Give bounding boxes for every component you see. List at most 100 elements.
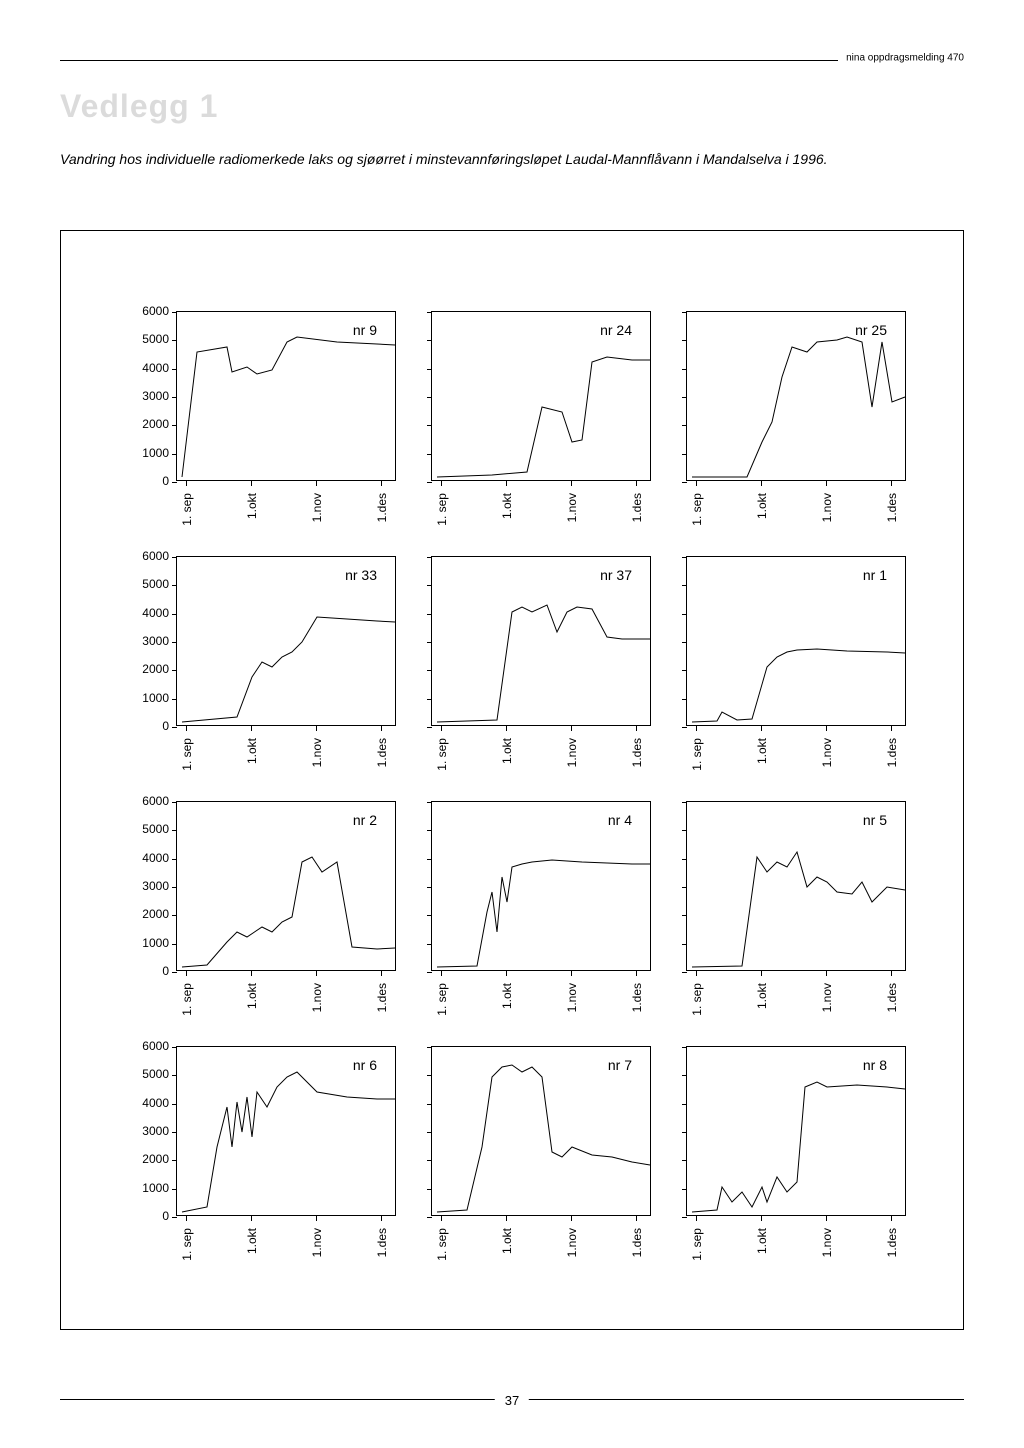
y-ticks: 0100020003000400050006000 <box>131 556 173 726</box>
x-ticks: 1. sep1.okt1.nov1.des <box>431 973 651 1023</box>
x-tick-label: 1.des <box>375 493 389 522</box>
y-tick-label: 4000 <box>142 361 169 375</box>
data-line <box>437 357 650 477</box>
data-line <box>692 1082 905 1212</box>
chart-box: nr 6 <box>176 1046 396 1216</box>
x-tick-label: 1. sep <box>435 1228 449 1261</box>
x-tick-label: 1.nov <box>820 493 834 522</box>
y-tick-label: 6000 <box>142 794 169 808</box>
x-tick-label: 1.okt <box>500 493 514 519</box>
chart-cell: nr 11. sep1.okt1.nov1.des <box>686 556 916 786</box>
x-ticks: 1. sep1.okt1.nov1.des <box>686 973 906 1023</box>
x-tick-label: 1. sep <box>690 983 704 1016</box>
x-tick-label: 1.des <box>630 1228 644 1257</box>
x-tick-label: 1.okt <box>245 738 259 764</box>
data-line <box>437 1065 650 1212</box>
appendix-title: Vedlegg 1 <box>60 88 218 125</box>
x-tick-label: 1. sep <box>690 1228 704 1261</box>
chart-grid: 0100020003000400050006000nr 91. sep1.okt… <box>176 311 916 1276</box>
x-ticks: 1. sep1.okt1.nov1.des <box>176 973 396 1023</box>
x-tick-label: 1.des <box>375 983 389 1012</box>
page-number: 37 <box>495 1393 529 1408</box>
chart-series-label: nr 7 <box>605 1057 635 1073</box>
x-tick-label: 1.nov <box>310 493 324 522</box>
y-tick-label: 3000 <box>142 1124 169 1138</box>
x-tick-label: 1.nov <box>820 983 834 1012</box>
y-ticks: 0100020003000400050006000 <box>131 1046 173 1216</box>
x-tick-label: 1.des <box>885 1228 899 1257</box>
x-tick-label: 1.nov <box>820 738 834 767</box>
x-tick-label: 1.des <box>885 493 899 522</box>
y-tick-label: 5000 <box>142 332 169 346</box>
x-tick-label: 1.okt <box>245 1228 259 1254</box>
chart-series-label: nr 6 <box>350 1057 380 1073</box>
x-tick-label: 1. sep <box>690 493 704 526</box>
x-tick-label: 1.des <box>630 738 644 767</box>
chart-box: nr 9 <box>176 311 396 481</box>
y-tick-label: 4000 <box>142 1096 169 1110</box>
chart-cell: 0100020003000400050006000nr 21. sep1.okt… <box>176 801 406 1031</box>
chart-box: nr 7 <box>431 1046 651 1216</box>
x-tick-label: 1.nov <box>565 493 579 522</box>
chart-cell: nr 8 1. sep 1.okt 1.nov 1.des <box>686 1046 916 1276</box>
y-tick-label: 5000 <box>142 822 169 836</box>
x-tick-label: 1.des <box>630 493 644 522</box>
y-tick-label: 4000 <box>142 851 169 865</box>
data-line <box>182 857 395 967</box>
y-tick-label: 3000 <box>142 389 169 403</box>
x-tick-label: 1.okt <box>755 493 769 519</box>
x-tick-label: 1.okt <box>755 738 769 764</box>
x-tick-label: 1.okt <box>500 1228 514 1254</box>
y-tick-label: 5000 <box>142 577 169 591</box>
x-tick-label: 1.okt <box>500 983 514 1009</box>
data-line <box>182 337 395 477</box>
y-tick-label: 4000 <box>142 606 169 620</box>
x-tick-label: 1. sep <box>180 493 194 526</box>
y-tick-label: 1000 <box>142 1181 169 1195</box>
chart-box: nr 33 <box>176 556 396 726</box>
chart-box: nr 4 <box>431 801 651 971</box>
x-tick-label: 1. sep <box>180 1228 194 1261</box>
x-tick-label: 1.okt <box>500 738 514 764</box>
chart-box: nr 8 <box>686 1046 906 1216</box>
y-tick-label: 6000 <box>142 304 169 318</box>
x-tick-label: 1. sep <box>180 983 194 1016</box>
chart-series-label: nr 5 <box>860 812 890 828</box>
data-line <box>182 617 395 722</box>
data-line <box>437 860 650 967</box>
x-tick-label: 1. sep <box>435 738 449 771</box>
data-line <box>437 605 650 722</box>
x-ticks: 1. sep 1.okt 1.nov 1.des <box>686 483 906 533</box>
y-tick-label: 2000 <box>142 662 169 676</box>
y-tick-label: 0 <box>162 964 169 978</box>
chart-box: nr 2 <box>176 801 396 971</box>
chart-series-label: nr 4 <box>605 812 635 828</box>
chart-series-label: nr 1 <box>860 567 890 583</box>
chart-box: nr 1 <box>686 556 906 726</box>
x-tick-label: 1.nov <box>820 1228 834 1257</box>
y-tick-label: 5000 <box>142 1067 169 1081</box>
x-ticks: 1. sep1.okt1.nov1.des <box>686 728 906 778</box>
data-line <box>692 337 905 477</box>
x-tick-label: 1.okt <box>755 1228 769 1254</box>
chart-series-label: nr 2 <box>350 812 380 828</box>
chart-cell: nr 5 1. sep1.okt1.nov1.des <box>686 801 916 1031</box>
x-tick-label: 1. sep <box>435 493 449 526</box>
chart-series-label: nr 25 <box>852 322 890 338</box>
y-tick-label: 1000 <box>142 446 169 460</box>
y-tick-label: 6000 <box>142 1039 169 1053</box>
x-tick-label: 1. sep <box>180 738 194 771</box>
chart-cell: 0100020003000400050006000nr 91. sep1.okt… <box>176 311 406 541</box>
x-tick-label: 1.des <box>375 738 389 767</box>
chart-cell: nr 4 1. sep1.okt1.nov1.des <box>431 801 661 1031</box>
x-tick-label: 1.des <box>885 738 899 767</box>
x-tick-label: 1.nov <box>310 738 324 767</box>
x-ticks: 1. sep 1.okt 1.nov 1.des <box>431 728 651 778</box>
y-tick-label: 0 <box>162 1209 169 1223</box>
x-ticks: 1. sep 1.okt 1.nov 1.des <box>686 1218 906 1268</box>
header-divider <box>60 60 964 61</box>
x-ticks: 1. sep 1.okt 1.nov 1.des <box>176 728 396 778</box>
x-tick-label: 1.nov <box>565 738 579 767</box>
x-tick-label: 1.nov <box>310 983 324 1012</box>
x-ticks: 1. sep1.okt1.nov1.des <box>176 1218 396 1268</box>
